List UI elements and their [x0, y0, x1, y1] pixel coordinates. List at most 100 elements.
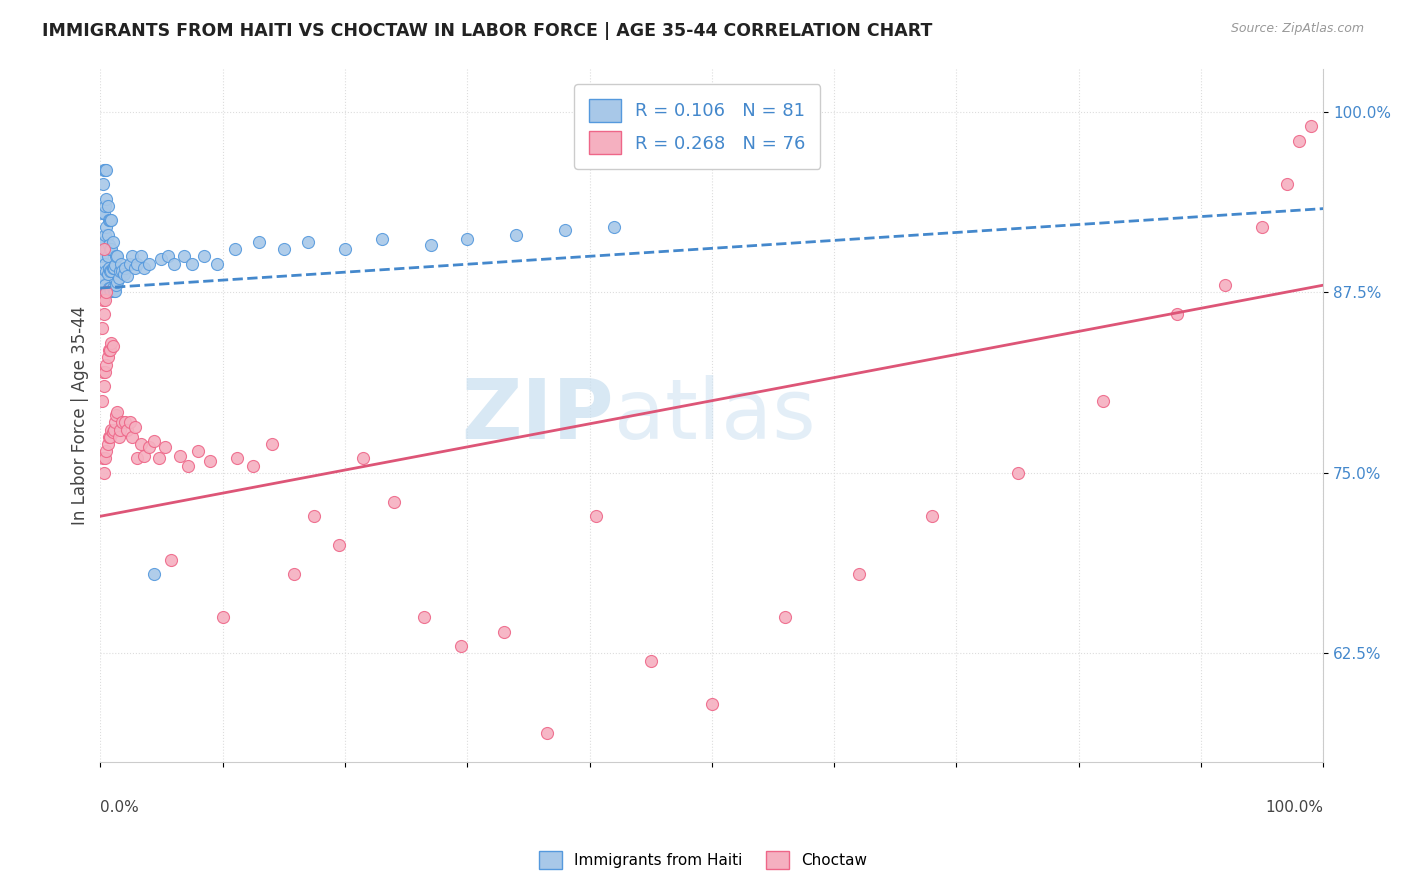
Point: [1299, 120, 1322, 134]
Point: [101, 235, 124, 249]
Point: [328, 538, 350, 552]
Point: [96, 242, 118, 256]
Point: [450, 639, 472, 653]
Point: [96, 285, 118, 300]
Point: [96, 444, 118, 458]
Point: [114, 416, 136, 430]
Point: [273, 242, 295, 256]
Point: [100, 423, 122, 437]
Point: [536, 726, 558, 740]
Point: [603, 220, 626, 235]
Point: [100, 284, 122, 298]
Point: [90, 249, 112, 263]
Point: [93, 466, 115, 480]
Point: [97, 213, 120, 227]
Point: [112, 267, 135, 281]
Point: [121, 430, 143, 444]
Point: [505, 227, 527, 242]
Point: [104, 284, 127, 298]
Text: 100.0%: 100.0%: [1265, 800, 1323, 815]
Point: [773, 610, 796, 624]
Point: [138, 256, 160, 270]
Point: [125, 256, 148, 270]
Point: [173, 249, 195, 263]
Point: [93, 162, 115, 177]
Point: [150, 252, 173, 267]
Point: [640, 654, 662, 668]
Point: [100, 213, 122, 227]
Point: [111, 263, 134, 277]
Point: [96, 285, 118, 300]
Point: [304, 509, 326, 524]
Point: [419, 237, 441, 252]
Point: [118, 416, 141, 430]
Point: [93, 235, 115, 249]
Point: [169, 449, 191, 463]
Point: [100, 335, 122, 350]
Point: [153, 440, 176, 454]
Point: [103, 260, 125, 275]
Point: [1007, 466, 1029, 480]
Point: [1275, 177, 1298, 191]
Point: [91, 278, 114, 293]
Point: [97, 437, 120, 451]
Point: [134, 449, 156, 463]
Point: [91, 451, 114, 466]
Point: [97, 281, 120, 295]
Point: [107, 275, 129, 289]
Text: atlas: atlas: [614, 375, 815, 456]
Point: [97, 267, 120, 281]
Point: [97, 430, 120, 444]
Point: [93, 242, 115, 256]
Point: [103, 423, 125, 437]
Point: [94, 451, 117, 466]
Point: [101, 260, 124, 275]
Point: [97, 285, 120, 300]
Point: [124, 260, 146, 275]
Point: [117, 423, 139, 437]
Point: [91, 177, 114, 191]
Point: [94, 365, 117, 379]
Point: [160, 552, 183, 566]
Point: [94, 293, 117, 307]
Point: [148, 451, 170, 466]
Point: [177, 458, 200, 473]
Point: [93, 307, 115, 321]
Point: [97, 260, 120, 275]
Point: [101, 281, 124, 295]
Point: [114, 260, 136, 275]
Point: [333, 242, 356, 256]
Point: [108, 423, 131, 437]
Point: [1092, 393, 1115, 408]
Text: ZIP: ZIP: [461, 375, 614, 456]
Point: [90, 321, 112, 335]
Point: [921, 509, 943, 524]
Point: [187, 444, 209, 458]
Point: [97, 351, 120, 365]
Point: [121, 249, 143, 263]
Point: [97, 199, 120, 213]
Point: [1288, 134, 1310, 148]
Point: [352, 451, 374, 466]
Point: [117, 269, 139, 284]
Point: [585, 509, 607, 524]
Point: [94, 199, 117, 213]
Point: [97, 343, 120, 358]
Point: [94, 278, 117, 293]
Text: IMMIGRANTS FROM HAITI VS CHOCTAW IN LABOR FORCE | AGE 35-44 CORRELATION CHART: IMMIGRANTS FROM HAITI VS CHOCTAW IN LABO…: [42, 22, 932, 40]
Point: [143, 567, 166, 582]
Point: [700, 697, 723, 711]
Point: [93, 271, 115, 285]
Point: [97, 237, 120, 252]
Point: [1251, 220, 1274, 235]
Point: [107, 249, 129, 263]
Point: [101, 425, 124, 440]
Point: [129, 249, 152, 263]
Point: [260, 437, 283, 451]
Point: [93, 206, 115, 220]
Point: [181, 256, 204, 270]
Point: [100, 263, 122, 277]
Point: [107, 430, 129, 444]
Point: [125, 451, 148, 466]
Point: [91, 365, 114, 379]
